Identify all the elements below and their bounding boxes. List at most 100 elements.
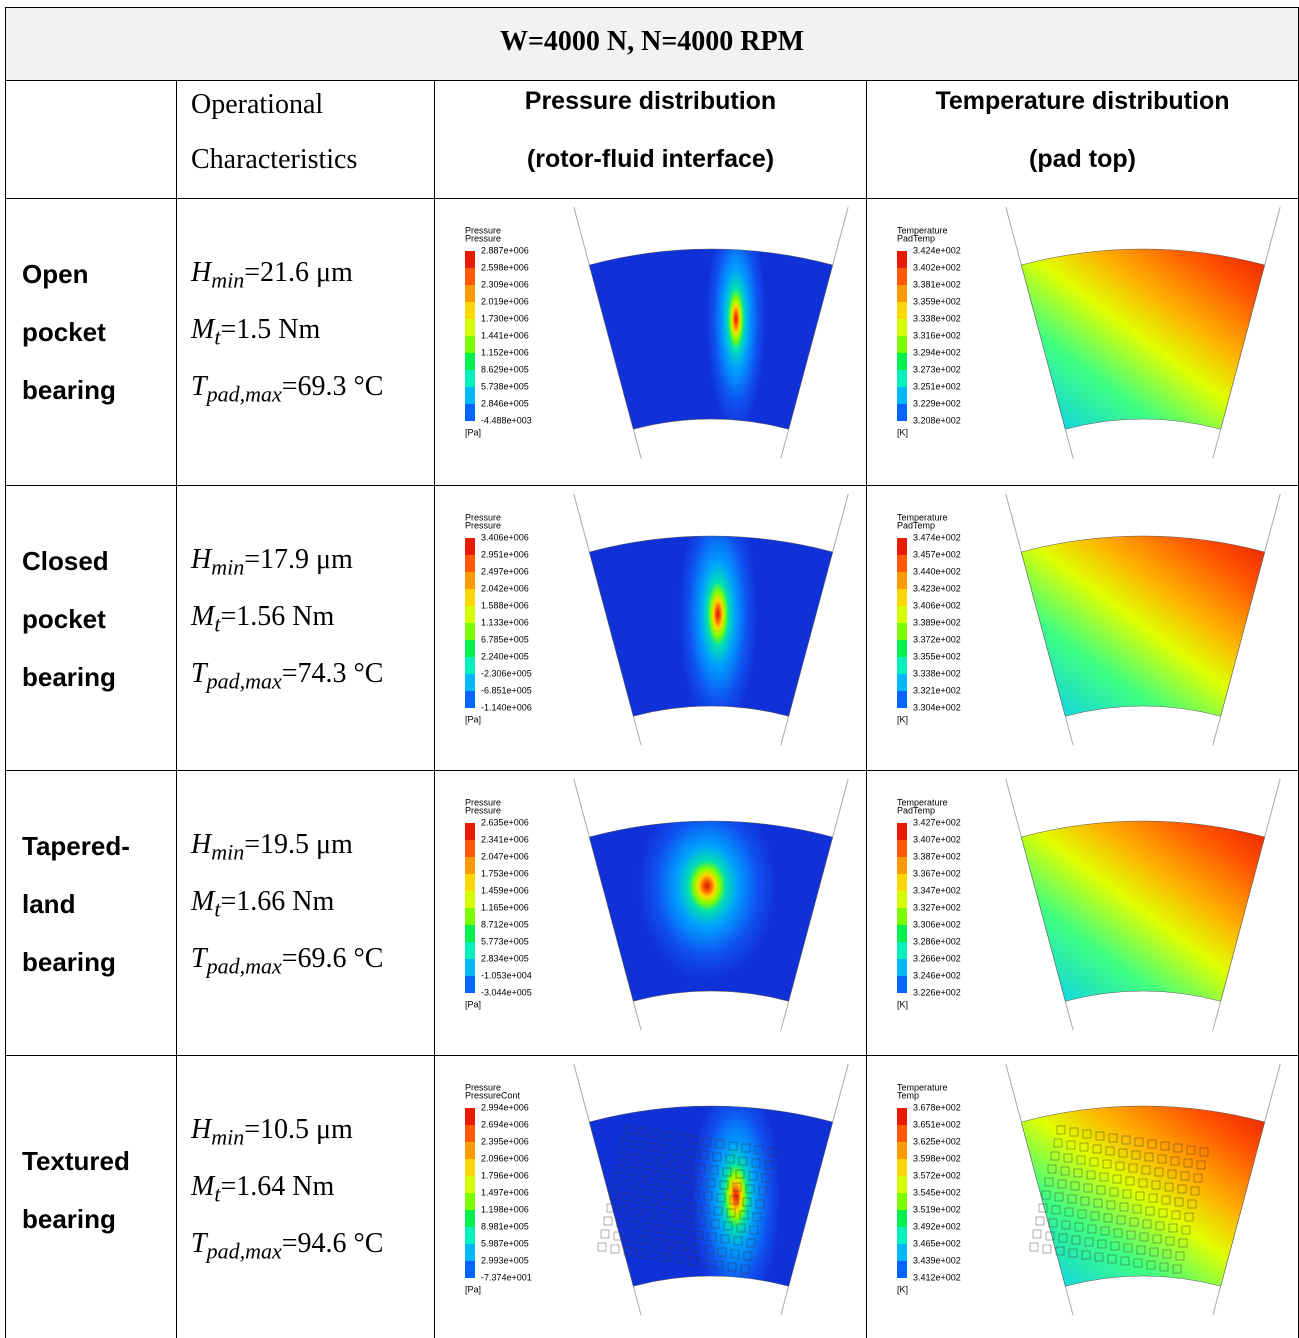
legend-swatch	[465, 891, 475, 908]
texture-dimple	[598, 1243, 606, 1251]
legend-swatch	[897, 302, 907, 319]
legend-label: 2.395e+006	[481, 1136, 529, 1146]
symbol: M	[191, 314, 214, 345]
legend-swatch	[465, 925, 475, 942]
legend-swatch	[897, 840, 907, 857]
legend-label: -4.488e+003	[481, 415, 532, 425]
legend-swatch	[897, 908, 907, 925]
subscript: min	[211, 268, 244, 293]
legend-label: 1.497e+006	[481, 1187, 529, 1197]
pressure-plot: PressurePressure2.887e+0062.598e+0062.30…	[435, 199, 865, 483]
legend-label: 3.327e+002	[913, 902, 961, 912]
legend-label: 3.294e+002	[913, 347, 961, 357]
legend-swatch	[897, 1125, 907, 1142]
header-text: Operational	[191, 89, 323, 121]
characteristics-cell: Hmin=10.5 μmMt=1.64 NmTpad,max=94.6 °C	[176, 1055, 435, 1338]
legend-swatch	[465, 538, 475, 555]
legend-swatch	[465, 572, 475, 589]
legend-swatch	[465, 942, 475, 959]
legend-label: 6.785e+005	[481, 634, 529, 644]
legend-label: 2.951e+006	[481, 549, 529, 559]
legend-label: 3.519e+002	[913, 1204, 961, 1214]
legend-label: 2.047e+006	[481, 851, 529, 861]
legend-label: -3.044e+005	[481, 987, 532, 997]
legend-label: 2.042e+006	[481, 583, 529, 593]
legend-swatch	[465, 1210, 475, 1227]
pressure-cell: PressurePressure3.406e+0062.951e+0062.49…	[434, 485, 867, 771]
bearing-name: pocket	[22, 317, 106, 348]
legend-label: 3.229e+002	[913, 398, 961, 408]
legend-title: Temp	[897, 1090, 919, 1100]
characteristic: Hmin=17.9 μm	[191, 544, 353, 581]
temperature-plot: TemperaturePadTemp3.424e+0023.402e+0023.…	[867, 199, 1297, 483]
bearing-cell: Tapered-landbearing	[5, 770, 177, 1056]
subscript: min	[211, 1125, 244, 1150]
legend-label: 2.887e+006	[481, 245, 529, 255]
legend-label: 2.240e+005	[481, 651, 529, 661]
legend-swatch	[897, 353, 907, 370]
legend-swatch	[897, 606, 907, 623]
bearing-name: pocket	[22, 604, 106, 635]
header-text: (pad top)	[867, 145, 1298, 174]
symbol: M	[191, 886, 214, 917]
legend-swatch	[465, 387, 475, 404]
symbol: M	[191, 1171, 214, 1202]
title-cell: W=4000 N, N=4000 RPM	[5, 7, 1299, 81]
legend-title: Pressure	[465, 805, 501, 815]
bearing-cell: Texturedbearing	[5, 1055, 177, 1338]
legend-label: 8.712e+005	[481, 919, 529, 929]
legend-label: 2.497e+006	[481, 566, 529, 576]
legend-label: 3.678e+002	[913, 1102, 961, 1112]
pressure-plot: PressurePressure3.406e+0062.951e+0062.49…	[435, 486, 865, 770]
legend-label: 3.406e+006	[481, 532, 529, 542]
legend-label: 5.987e+005	[481, 1238, 529, 1248]
header-cell	[5, 80, 177, 199]
legend-swatch	[897, 623, 907, 640]
legend-unit: [Pa]	[465, 427, 481, 437]
texture-dimple	[604, 1217, 612, 1225]
legend-label: 5.773e+005	[481, 936, 529, 946]
temperature-plot: TemperaturePadTemp3.474e+0023.457e+0023.…	[867, 486, 1297, 770]
subscript: min	[211, 555, 244, 580]
legend-swatch	[465, 1142, 475, 1159]
bearing-name: Open	[22, 259, 88, 290]
legend-swatch	[465, 623, 475, 640]
legend-swatch	[465, 1125, 475, 1142]
legend-swatch	[897, 640, 907, 657]
texture-dimple	[1043, 1245, 1051, 1253]
texture-dimple	[1030, 1243, 1038, 1251]
pressure-cell: PressurePressureCont2.994e+0062.694e+006…	[434, 1055, 867, 1338]
legend-swatch	[897, 1261, 907, 1278]
legend-swatch	[465, 353, 475, 370]
legend-swatch	[897, 1193, 907, 1210]
symbol: T	[191, 658, 207, 689]
subscript: pad,max	[207, 382, 282, 407]
legend-swatch	[465, 1244, 475, 1261]
legend-label: 1.796e+006	[481, 1170, 529, 1180]
texture-dimple	[1036, 1217, 1044, 1225]
legend-swatch	[897, 1244, 907, 1261]
legend-swatch	[465, 674, 475, 691]
legend-label: 3.412e+002	[913, 1272, 961, 1282]
legend-label: 3.226e+002	[913, 987, 961, 997]
page: W=4000 N, N=4000 RPM Operational Character…	[0, 0, 1299, 1338]
legend-swatch	[465, 404, 475, 421]
header-text: Pressure distribution	[435, 87, 866, 116]
header-text: Characteristics	[191, 144, 357, 176]
legend-label: 8.981e+005	[481, 1221, 529, 1231]
legend-swatch	[465, 285, 475, 302]
legend-label: 1.133e+006	[481, 617, 529, 627]
temperature-cell: TemperaturePadTemp3.474e+0023.457e+0023.…	[866, 485, 1299, 771]
legend-title: Pressure	[465, 520, 501, 530]
legend-label: 2.635e+006	[481, 817, 529, 827]
legend-swatch	[897, 387, 907, 404]
value: =74.3 °C	[282, 658, 384, 689]
legend-label: 3.427e+002	[913, 817, 961, 827]
legend-swatch	[897, 589, 907, 606]
legend-swatch	[465, 1176, 475, 1193]
legend-swatch	[465, 370, 475, 387]
value: =10.5 μm	[244, 1114, 353, 1145]
characteristics-cell: Hmin=19.5 μmMt=1.66 NmTpad,max=69.6 °C	[176, 770, 435, 1056]
temperature-cell: TemperaturePadTemp3.424e+0023.402e+0023.…	[866, 198, 1299, 486]
